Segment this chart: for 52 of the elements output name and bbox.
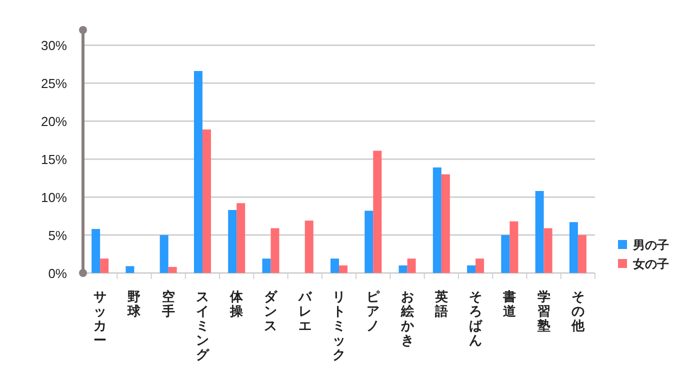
bar xyxy=(467,265,476,273)
x-tick-label: 体操 xyxy=(229,289,244,318)
x-tick-label: その他 xyxy=(570,289,586,333)
bar xyxy=(228,210,237,273)
x-tick-label: 学習塾 xyxy=(536,289,550,333)
bar xyxy=(168,266,177,273)
bar xyxy=(398,265,408,273)
bar xyxy=(535,190,544,273)
bar xyxy=(544,228,552,273)
bar xyxy=(339,265,348,273)
bar xyxy=(270,228,280,273)
y-tick-label: 10% xyxy=(40,190,68,206)
bar xyxy=(194,71,202,273)
x-tick-label: スイミング xyxy=(196,289,210,362)
bar xyxy=(304,220,314,273)
x-tick-label: お絵かき xyxy=(400,289,415,348)
bar xyxy=(364,210,374,273)
bar xyxy=(262,258,271,273)
y-tick-label: 30% xyxy=(40,38,68,54)
bar xyxy=(92,228,100,273)
x-tick-label: ピアノ xyxy=(366,289,381,333)
bar xyxy=(510,221,518,273)
bar xyxy=(501,235,510,273)
x-tick-label: ダンス xyxy=(264,289,278,333)
legend-label: 女の子 xyxy=(632,257,669,271)
bar xyxy=(126,266,134,273)
y-tick-label: 5% xyxy=(48,228,68,244)
bar xyxy=(441,174,450,273)
x-tick-label: そろばん xyxy=(469,289,484,348)
bar xyxy=(160,235,168,273)
x-tick-label: 英語 xyxy=(434,289,448,318)
x-tick-label: リトミック xyxy=(332,289,346,362)
bar xyxy=(202,129,211,273)
x-tick-label: サッカー xyxy=(94,289,107,348)
bar xyxy=(476,258,484,273)
x-tick-label: 空手 xyxy=(160,289,175,318)
bar xyxy=(330,258,339,273)
y-tick-label: 15% xyxy=(40,152,68,168)
legend-label: 男の子 xyxy=(632,238,669,252)
x-tick-label: バレエ xyxy=(297,289,312,333)
bar xyxy=(407,258,416,273)
bar xyxy=(100,258,109,273)
bar xyxy=(578,235,586,273)
y-tick-label: 20% xyxy=(40,114,68,130)
x-tick-label: 書道 xyxy=(502,289,518,318)
bar xyxy=(432,167,442,273)
bar xyxy=(373,150,382,273)
bar xyxy=(236,203,246,273)
bar xyxy=(569,222,578,273)
y-tick-label: 25% xyxy=(40,76,68,92)
x-tick-label: 野球 xyxy=(126,289,142,318)
y-tick-label: 0% xyxy=(48,266,68,281)
